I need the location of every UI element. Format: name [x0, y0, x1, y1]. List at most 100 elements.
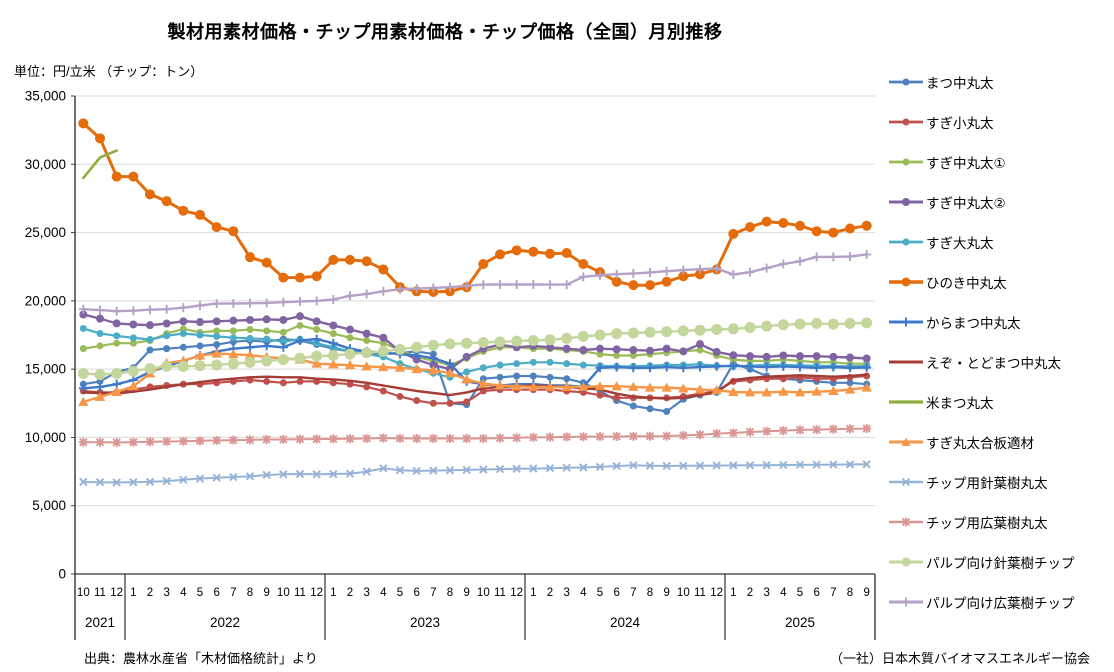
- x-axis-month-label: 7: [830, 587, 836, 599]
- data-point: [278, 272, 289, 283]
- data-point: [246, 334, 254, 342]
- price-line-chart: 0 5,000 10,000 15,000 20,000 25,000 30,000 35,0…: [25, 89, 876, 640]
- data-point: [645, 363, 655, 373]
- data-point: [628, 269, 638, 279]
- circle-marker-icon: [889, 238, 923, 246]
- data-point: [761, 320, 773, 332]
- data-point: [178, 205, 189, 216]
- data-point: [145, 437, 155, 447]
- data-point: [294, 352, 306, 364]
- data-point: [628, 280, 639, 291]
- data-point: [395, 433, 405, 443]
- data-point: [196, 331, 204, 339]
- data-point: [279, 328, 287, 336]
- data-point: [812, 460, 821, 469]
- data-point: [762, 352, 771, 361]
- data-point: [512, 433, 522, 443]
- data-point: [478, 434, 488, 444]
- data-point: [411, 341, 423, 353]
- data-point: [295, 272, 305, 283]
- x-axis-month-label: 3: [563, 587, 569, 599]
- data-point: [528, 279, 538, 289]
- data-point: [261, 355, 273, 367]
- data-point: [96, 342, 104, 350]
- data-point: [445, 466, 455, 475]
- data-point: [477, 337, 489, 349]
- data-point: [762, 362, 772, 372]
- data-point: [179, 343, 187, 351]
- legend-item-5: すぎ大丸太: [888, 232, 1110, 252]
- legend-item-6: ひのき中丸太: [888, 272, 1110, 292]
- data-point: [662, 266, 672, 276]
- data-point: [812, 425, 822, 435]
- data-point: [396, 392, 404, 400]
- data-point: [811, 226, 822, 237]
- data-point: [262, 470, 271, 480]
- data-point: [595, 432, 605, 442]
- data-point: [562, 344, 571, 353]
- x-axis-month-label: 3: [363, 587, 369, 599]
- data-point: [79, 345, 87, 353]
- data-point: [111, 368, 123, 380]
- data-point: [529, 372, 537, 380]
- data-point: [179, 329, 187, 337]
- data-point: [545, 280, 555, 290]
- data-point: [278, 434, 288, 444]
- data-point: [744, 387, 756, 397]
- x-axis-month-label: 11: [94, 587, 106, 599]
- data-point: [162, 476, 171, 486]
- data-point: [745, 361, 755, 371]
- data-point: [612, 461, 621, 471]
- data-point: [312, 317, 321, 326]
- data-point: [245, 252, 255, 263]
- data-point: [211, 359, 223, 371]
- data-point: [79, 477, 88, 487]
- data-point: [511, 381, 522, 391]
- data-point: [279, 379, 287, 387]
- x-axis-month-label: 5: [197, 587, 203, 599]
- data-point: [195, 474, 205, 483]
- data-point: [628, 381, 639, 391]
- data-point: [511, 335, 523, 347]
- x-axis-month-label: 7: [230, 587, 236, 599]
- legend-item-13: パルプ向け針葉樹チップ: [888, 552, 1110, 572]
- data-point: [328, 254, 339, 265]
- data-point: [296, 312, 304, 321]
- data-point: [329, 379, 337, 387]
- data-point: [728, 269, 738, 279]
- data-point: [529, 464, 538, 473]
- data-point: [596, 344, 604, 353]
- legend-item-7: からまつ中丸太: [888, 312, 1110, 332]
- y-axis-tick-label: 0: [58, 567, 66, 582]
- data-point: [511, 245, 522, 256]
- legend-label: すぎ中丸太①: [926, 156, 1006, 171]
- source-note: 出典：農林水産省「木材価格統計」より: [84, 651, 318, 666]
- x-axis-month-label: 3: [163, 587, 169, 599]
- data-point: [529, 358, 537, 366]
- data-point: [162, 437, 172, 447]
- circle-marker-icon: [889, 118, 923, 126]
- data-point: [163, 332, 171, 340]
- data-point: [213, 332, 221, 340]
- data-point: [744, 321, 756, 333]
- x-axis-month-label: 12: [310, 587, 323, 599]
- data-point: [528, 381, 539, 391]
- x-axis-month-label: 4: [180, 587, 187, 599]
- data-point: [496, 361, 504, 369]
- data-point: [346, 325, 354, 334]
- data-point: [527, 334, 539, 346]
- x-axis-year-label: 2023: [410, 615, 440, 630]
- data-point: [263, 327, 271, 335]
- data-point: [163, 345, 171, 353]
- data-point: [845, 363, 855, 373]
- data-point: [611, 328, 623, 340]
- data-point: [95, 305, 105, 315]
- data-point: [563, 360, 571, 368]
- data-point: [278, 342, 288, 352]
- data-point: [611, 276, 622, 287]
- data-point: [562, 463, 571, 472]
- data-point: [295, 434, 305, 444]
- y-axis-tick-label: 25,000: [25, 225, 66, 240]
- legend-item-1: まつ中丸太: [888, 72, 1110, 92]
- publisher-note: （一社）日本木質バイオマスエネルギー協会: [829, 651, 1090, 666]
